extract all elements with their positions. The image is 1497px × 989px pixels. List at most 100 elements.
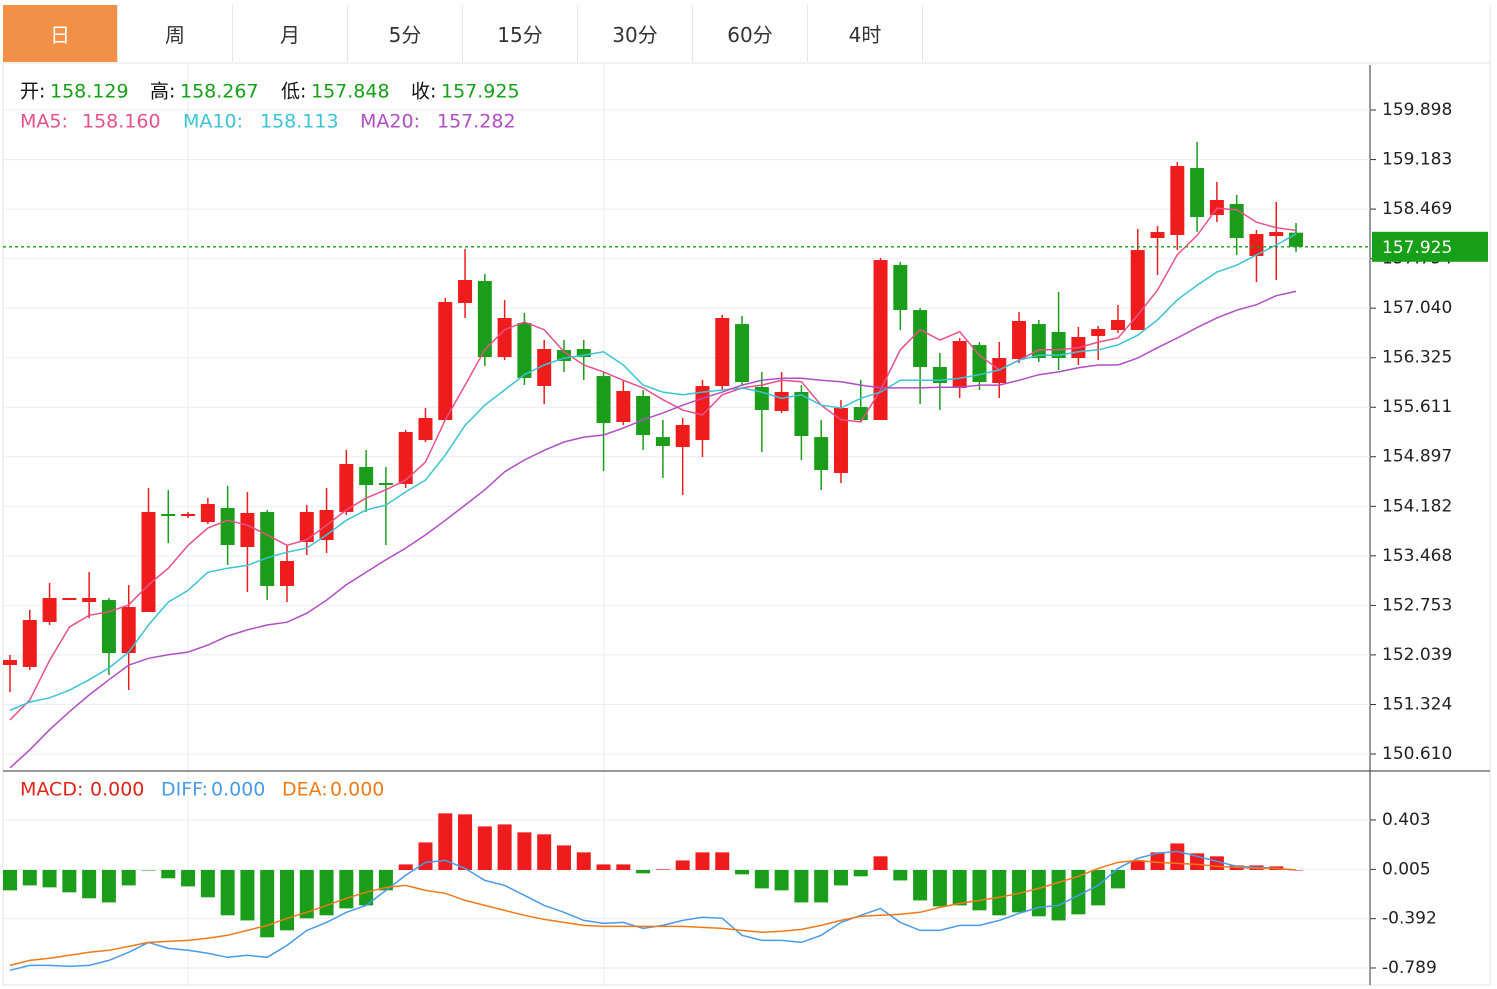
candle-body	[458, 280, 473, 304]
macd-bar	[873, 856, 888, 870]
macd-bar	[42, 869, 57, 888]
y-tick-label: 154.182	[1382, 496, 1452, 516]
legend-name: DIFF:	[161, 779, 208, 801]
macd-bar	[398, 864, 413, 870]
macd-bar	[794, 869, 809, 903]
ma-line	[9, 207, 1297, 721]
candle-body	[378, 483, 393, 486]
macd-bar	[754, 869, 769, 889]
macd-bar	[1012, 869, 1027, 913]
y-tick-label: 0.403	[1382, 810, 1431, 830]
candle-body	[200, 504, 215, 522]
period-tab[interactable]: 30分	[578, 5, 693, 62]
candle-body	[932, 367, 947, 384]
macd-bar	[418, 842, 433, 870]
macd-bar	[339, 869, 354, 909]
y-tick-label: 155.611	[1382, 397, 1452, 417]
ma-line	[9, 290, 1297, 769]
macd-bar	[101, 869, 116, 903]
y-tick-label: 159.898	[1382, 100, 1452, 120]
last-price-box	[1372, 231, 1488, 262]
y-tick-label: 0.005	[1382, 859, 1431, 879]
macd-bar	[655, 869, 670, 870]
macd-bar	[972, 869, 987, 911]
candle-body	[735, 324, 750, 383]
period-tab[interactable]: 5分	[348, 5, 463, 62]
period-tab[interactable]: 60分	[693, 5, 808, 62]
ohlc-value: 157.848	[311, 81, 390, 103]
period-tab[interactable]: 周	[118, 5, 233, 62]
marks-layer	[3, 142, 1370, 972]
macd-bar	[1150, 852, 1165, 870]
macd-bar	[636, 869, 651, 874]
period-tab[interactable]: 4时	[808, 5, 923, 62]
macd-bar	[477, 826, 492, 870]
macd-bar	[893, 869, 908, 881]
macd-bar	[1031, 869, 1046, 917]
period-tab[interactable]: 日	[3, 5, 118, 62]
candle-body	[636, 396, 651, 436]
candle-body	[794, 391, 809, 437]
macd-bar	[833, 869, 848, 886]
candle-body	[972, 345, 987, 383]
ohlc-label: 高:	[150, 81, 175, 103]
y-tick-label: -0.392	[1382, 909, 1437, 929]
candle-body	[1289, 232, 1304, 247]
ohlc-label: 收:	[411, 81, 436, 103]
candle-body	[438, 301, 453, 420]
y-tick-label: 157.040	[1382, 298, 1452, 318]
macd-bar	[181, 869, 196, 887]
candle-body	[517, 322, 532, 378]
candle-body	[1110, 320, 1125, 330]
ohlc-label: 开:	[20, 81, 45, 103]
candle-body	[359, 467, 374, 486]
macd-bar	[220, 869, 235, 916]
macd-bar	[200, 869, 215, 898]
macd-bar	[319, 869, 334, 916]
macd-bar	[556, 845, 571, 870]
macd-bar	[517, 832, 532, 870]
legend-name: MA5:	[20, 111, 68, 133]
candle-body	[398, 431, 413, 484]
y-tick-label: 153.468	[1382, 546, 1452, 566]
macd-bar	[576, 852, 591, 870]
last-price-label: 157.925	[1382, 238, 1452, 258]
macd-bar	[378, 869, 393, 891]
macd-bar	[22, 869, 37, 886]
y-tick-label: 152.753	[1382, 595, 1452, 615]
candle-body	[655, 437, 670, 446]
legend-name: MACD:	[20, 779, 83, 801]
candle-body	[774, 391, 789, 411]
candle-body	[1091, 329, 1106, 337]
candle-body	[833, 408, 848, 474]
macd-bar	[359, 869, 374, 906]
period-tab[interactable]: 月	[233, 5, 348, 62]
macd-bar	[616, 864, 631, 870]
candle-body	[418, 417, 433, 441]
ohlc-value: 158.129	[50, 81, 129, 103]
macd-bar	[82, 869, 97, 899]
period-tabs: 日周月 5分 15分 30分 60分 4时	[3, 5, 923, 62]
macd-bar	[537, 834, 552, 870]
macd-bar	[3, 869, 17, 891]
candle-body	[576, 348, 591, 358]
period-tab[interactable]: 15分	[463, 5, 578, 62]
candle-body	[1249, 234, 1264, 257]
candle-body	[497, 318, 512, 358]
legend-name: MA10:	[183, 111, 243, 133]
macd-bar	[735, 869, 750, 875]
ohlc-label: 低:	[281, 81, 306, 103]
candle-body	[1190, 168, 1205, 218]
y-tick-label: 154.897	[1382, 447, 1452, 467]
candle-body	[477, 281, 492, 358]
candle-body	[1150, 232, 1165, 238]
legend-name: DEA:	[282, 779, 328, 801]
candle-body	[220, 507, 235, 546]
macd-bar	[596, 864, 611, 870]
candle-body	[339, 464, 354, 513]
grid-layer	[3, 109, 1376, 969]
candle-body	[121, 606, 136, 654]
candle-body	[1051, 332, 1066, 359]
y-tick-label: 151.324	[1382, 694, 1452, 714]
candle-body	[873, 260, 888, 420]
